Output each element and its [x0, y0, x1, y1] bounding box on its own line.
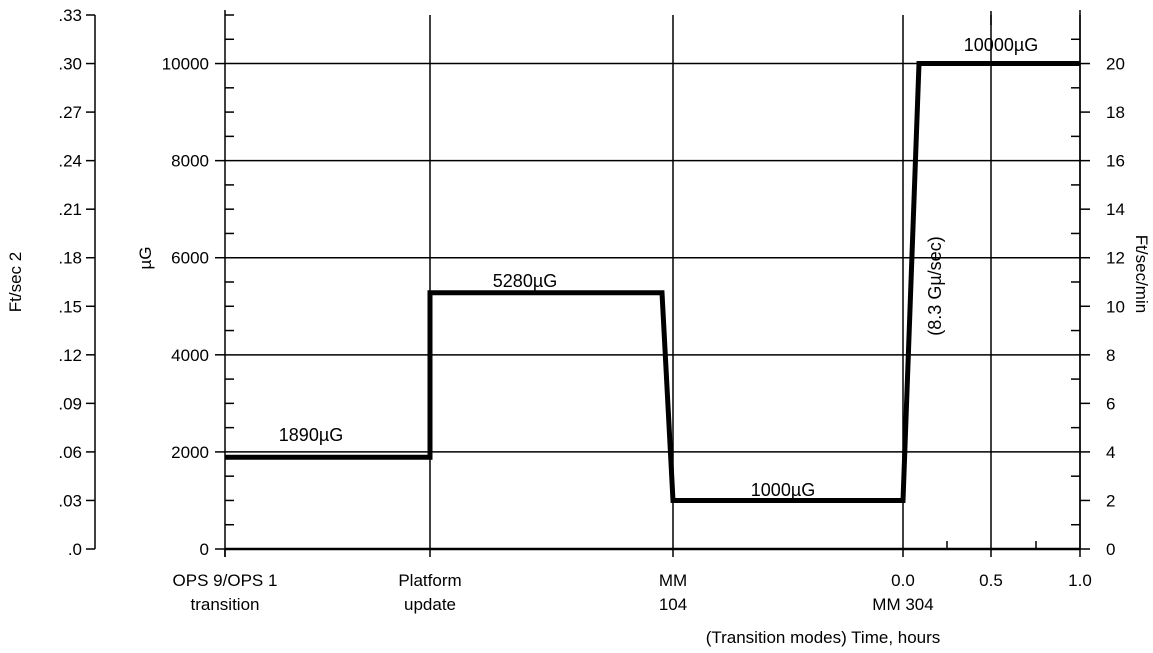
left-outer-axis-label: Ft/sec 2: [6, 252, 25, 312]
x-axis-label: (Transition modes) Time, hours: [706, 628, 941, 647]
left-outer-tick-label: .18: [58, 249, 82, 268]
tick-marks: [86, 11, 1090, 557]
right-tick-label: 12: [1106, 249, 1125, 268]
left-outer-tick-label: .09: [58, 394, 82, 413]
left-outer-tick-label: .03: [58, 491, 82, 510]
x-tick-label-line2: 104: [659, 595, 687, 614]
left-outer-tick-label: .27: [58, 103, 82, 122]
left-outer-tick-label: .15: [58, 297, 82, 316]
left-outer-tick-label: .0: [68, 540, 82, 559]
right-tick-label: 20: [1106, 55, 1125, 74]
left-inner-tick-label: 10000: [162, 55, 209, 74]
left-outer-tick-label: .30: [58, 55, 82, 74]
annotation-1000ug: 1000µG: [751, 480, 815, 500]
annotation-5280ug: 5280µG: [493, 271, 557, 291]
axes: [94, 10, 1081, 557]
left-inner-tick-label: 0: [200, 540, 209, 559]
right-tick-label: 0: [1106, 540, 1115, 559]
x-tick-label: 0.0: [891, 571, 915, 590]
right-tick-label: 18: [1106, 103, 1125, 122]
left-outer-tick-label: .21: [58, 200, 82, 219]
right-axis-label: Ft/sec/min: [1132, 235, 1151, 313]
right-tick-label: 6: [1106, 394, 1115, 413]
left-inner-axis-label: µG: [136, 246, 155, 269]
right-tick-label: 10: [1106, 297, 1125, 316]
annotation-1890ug: 1890µG: [279, 425, 343, 445]
tick-labels: .0.03.06.09.12.15.18.21.24.27.30.3302000…: [58, 6, 1125, 614]
x-tick-label: MM: [659, 571, 687, 590]
left-inner-tick-label: 4000: [171, 346, 209, 365]
x-tick-label: OPS 9/OPS 1: [173, 571, 278, 590]
series-line: [225, 61, 1080, 503]
x-tick-label: 1.0: [1068, 571, 1092, 590]
left-outer-tick-label: .24: [58, 152, 82, 171]
x-tick-label: Platform: [398, 571, 461, 590]
left-inner-tick-label: 8000: [171, 152, 209, 171]
x-tick-label: 0.5: [979, 571, 1003, 590]
annotation-10000ug: 10000µG: [964, 35, 1038, 55]
grid-lines: [225, 15, 1081, 549]
right-tick-label: 4: [1106, 443, 1115, 462]
right-tick-label: 16: [1106, 152, 1125, 171]
right-tick-label: 8: [1106, 346, 1115, 365]
left-outer-tick-label: .06: [58, 443, 82, 462]
x-tick-label-line2: transition: [191, 595, 260, 614]
right-tick-label: 2: [1106, 491, 1115, 510]
annotation-rate: (8.3 Gµ/sec): [925, 236, 945, 335]
series-group: [225, 61, 1080, 503]
x-tick-label-line2: update: [404, 595, 456, 614]
x-tick-label-line2: MM 304: [872, 595, 933, 614]
left-inner-tick-label: 6000: [171, 249, 209, 268]
left-outer-tick-label: .33: [58, 6, 82, 25]
right-tick-label: 14: [1106, 200, 1125, 219]
left-inner-tick-label: 2000: [171, 443, 209, 462]
left-outer-tick-label: .12: [58, 346, 82, 365]
